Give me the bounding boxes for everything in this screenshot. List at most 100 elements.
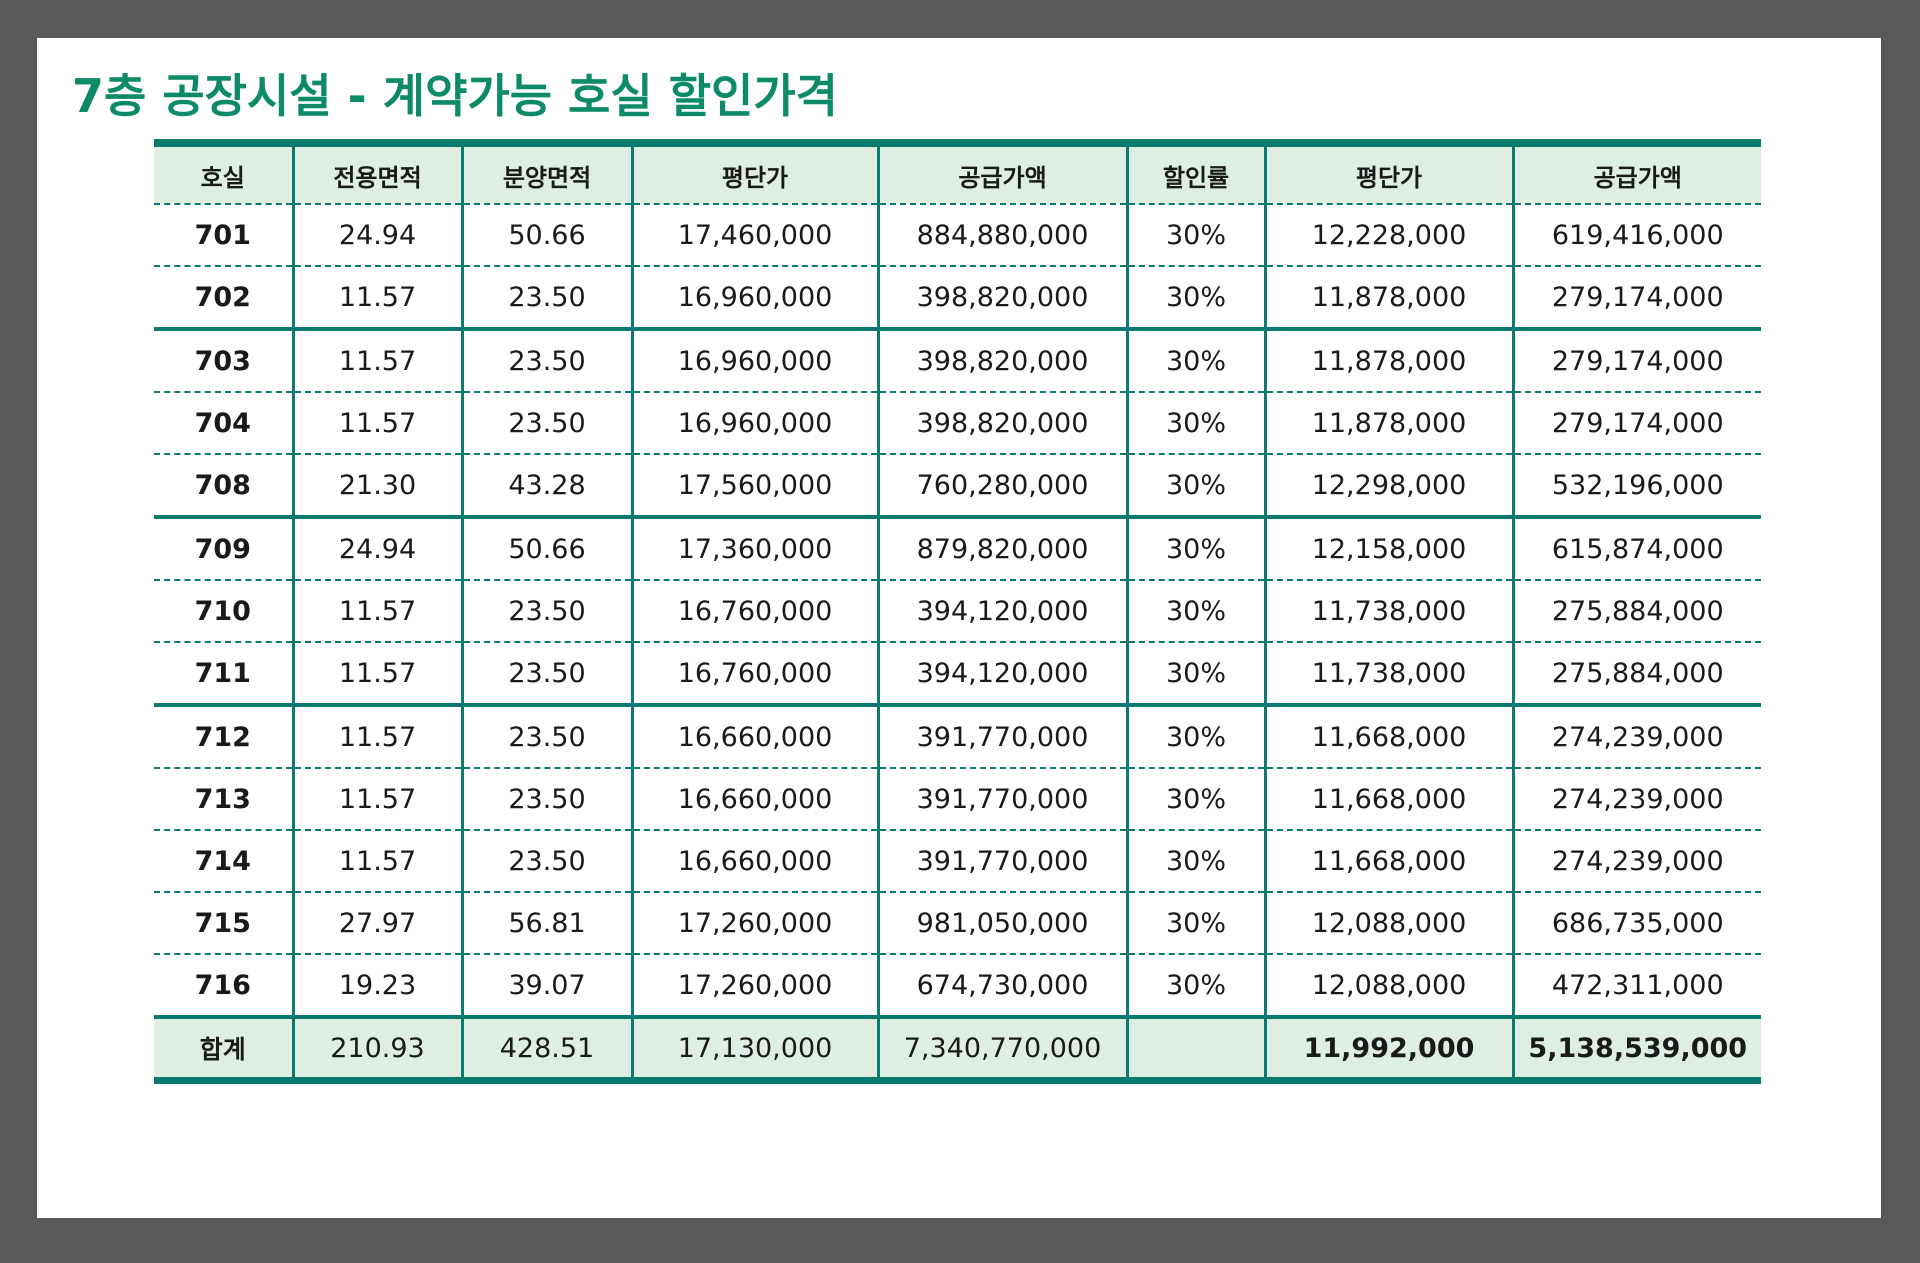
cell-discounted-supply-price: 274,239,000: [1512, 767, 1761, 831]
cell-room: 703: [154, 328, 295, 393]
cell-discounted-unit-price: 11,738,000: [1264, 641, 1515, 707]
table-row: 716 19.23 39.07 17,260,000 674,730,000 3…: [154, 953, 1761, 1018]
cell-room: 715: [154, 891, 295, 955]
table-row: 704 11.57 23.50 16,960,000 398,820,000 3…: [154, 391, 1761, 455]
cell-room: 716: [154, 953, 295, 1018]
total-sale-area: 428.51: [461, 1015, 634, 1082]
cell-room: 708: [154, 453, 295, 519]
cell-unit-price: 16,960,000: [631, 391, 880, 455]
cell-unit-price: 17,260,000: [631, 891, 880, 955]
cell-supply-price: 884,880,000: [877, 203, 1129, 267]
table-row: 701 24.94 50.66 17,460,000 884,880,000 3…: [154, 203, 1761, 267]
cell-discounted-supply-price: 686,735,000: [1512, 891, 1761, 955]
cell-unit-price: 16,760,000: [631, 641, 880, 707]
cell-unit-price: 16,660,000: [631, 829, 880, 893]
cell-unit-price: 17,460,000: [631, 203, 880, 267]
table-row: 702 11.57 23.50 16,960,000 398,820,000 3…: [154, 265, 1761, 331]
table-row: 715 27.97 56.81 17,260,000 981,050,000 3…: [154, 891, 1761, 955]
cell-sale-area: 23.50: [461, 704, 634, 769]
cell-room: 711: [154, 641, 295, 707]
cell-exclusive-area: 24.94: [292, 516, 464, 581]
cell-exclusive-area: 11.57: [292, 579, 464, 643]
cell-unit-price: 16,660,000: [631, 767, 880, 831]
cell-exclusive-area: 24.94: [292, 203, 464, 267]
cell-sale-area: 50.66: [461, 516, 634, 581]
cell-discount-rate: 30%: [1126, 579, 1267, 643]
cell-exclusive-area: 11.57: [292, 704, 464, 769]
table-row: 712 11.57 23.50 16,660,000 391,770,000 3…: [154, 704, 1761, 769]
cell-discounted-supply-price: 275,884,000: [1512, 641, 1761, 707]
cell-exclusive-area: 11.57: [292, 641, 464, 707]
cell-discount-rate: 30%: [1126, 953, 1267, 1018]
price-table: 호실 전용면적 분양면적 평단가 공급가액 할인률 평단가 공급가액 701 2…: [154, 139, 1761, 1084]
cell-supply-price: 391,770,000: [877, 767, 1129, 831]
cell-sale-area: 23.50: [461, 265, 634, 331]
cell-discounted-unit-price: 11,668,000: [1264, 704, 1515, 769]
cell-unit-price: 16,760,000: [631, 579, 880, 643]
cell-unit-price: 16,960,000: [631, 328, 880, 393]
cell-exclusive-area: 27.97: [292, 891, 464, 955]
cell-room: 713: [154, 767, 295, 831]
cell-discounted-unit-price: 12,088,000: [1264, 891, 1515, 955]
cell-exclusive-area: 21.30: [292, 453, 464, 519]
header-supply-price: 공급가액: [877, 142, 1129, 205]
cell-unit-price: 17,560,000: [631, 453, 880, 519]
cell-sale-area: 50.66: [461, 203, 634, 267]
table-row: 713 11.57 23.50 16,660,000 391,770,000 3…: [154, 767, 1761, 831]
cell-sale-area: 23.50: [461, 328, 634, 393]
total-unit-price: 17,130,000: [631, 1015, 880, 1082]
header-discounted-unit-price: 평단가: [1264, 142, 1515, 205]
cell-sale-area: 43.28: [461, 453, 634, 519]
cell-discount-rate: 30%: [1126, 265, 1267, 331]
cell-discounted-supply-price: 279,174,000: [1512, 265, 1761, 331]
cell-discounted-supply-price: 472,311,000: [1512, 953, 1761, 1018]
cell-discounted-unit-price: 11,668,000: [1264, 829, 1515, 893]
cell-exclusive-area: 11.57: [292, 328, 464, 393]
header-discounted-supply-price: 공급가액: [1512, 142, 1761, 205]
cell-discounted-unit-price: 12,158,000: [1264, 516, 1515, 581]
cell-room: 714: [154, 829, 295, 893]
cell-sale-area: 23.50: [461, 829, 634, 893]
cell-discounted-unit-price: 11,878,000: [1264, 265, 1515, 331]
cell-sale-area: 56.81: [461, 891, 634, 955]
cell-sale-area: 39.07: [461, 953, 634, 1018]
cell-unit-price: 17,260,000: [631, 953, 880, 1018]
cell-discount-rate: 30%: [1126, 767, 1267, 831]
cell-exclusive-area: 11.57: [292, 767, 464, 831]
cell-supply-price: 879,820,000: [877, 516, 1129, 581]
total-discount-rate: [1126, 1015, 1267, 1082]
cell-room: 701: [154, 203, 295, 267]
cell-discount-rate: 30%: [1126, 704, 1267, 769]
cell-supply-price: 394,120,000: [877, 641, 1129, 707]
cell-discount-rate: 30%: [1126, 641, 1267, 707]
cell-discounted-unit-price: 11,878,000: [1264, 391, 1515, 455]
cell-room: 702: [154, 265, 295, 331]
cell-discounted-supply-price: 279,174,000: [1512, 391, 1761, 455]
header-unit-price: 평단가: [631, 142, 880, 205]
cell-discounted-supply-price: 532,196,000: [1512, 453, 1761, 519]
header-sale-area: 분양면적: [461, 142, 634, 205]
cell-discount-rate: 30%: [1126, 829, 1267, 893]
cell-discounted-unit-price: 12,228,000: [1264, 203, 1515, 267]
cell-discounted-supply-price: 274,239,000: [1512, 704, 1761, 769]
cell-sale-area: 23.50: [461, 391, 634, 455]
cell-supply-price: 391,770,000: [877, 829, 1129, 893]
cell-supply-price: 981,050,000: [877, 891, 1129, 955]
cell-room: 712: [154, 704, 295, 769]
header-exclusive-area: 전용면적: [292, 142, 464, 205]
cell-discounted-unit-price: 12,298,000: [1264, 453, 1515, 519]
cell-supply-price: 398,820,000: [877, 391, 1129, 455]
cell-supply-price: 674,730,000: [877, 953, 1129, 1018]
total-exclusive-area: 210.93: [292, 1015, 464, 1082]
cell-discounted-unit-price: 11,668,000: [1264, 767, 1515, 831]
document-sheet: 7층 공장시설 - 계약가능 호실 할인가격 호실 전용면적 분양면적 평단가 …: [37, 38, 1881, 1218]
cell-sale-area: 23.50: [461, 641, 634, 707]
cell-supply-price: 398,820,000: [877, 265, 1129, 331]
total-label: 합계: [154, 1015, 295, 1082]
cell-discounted-unit-price: 11,738,000: [1264, 579, 1515, 643]
cell-discount-rate: 30%: [1126, 203, 1267, 267]
cell-room: 710: [154, 579, 295, 643]
table-row: 710 11.57 23.50 16,760,000 394,120,000 3…: [154, 579, 1761, 643]
cell-discounted-unit-price: 11,878,000: [1264, 328, 1515, 393]
cell-sale-area: 23.50: [461, 579, 634, 643]
